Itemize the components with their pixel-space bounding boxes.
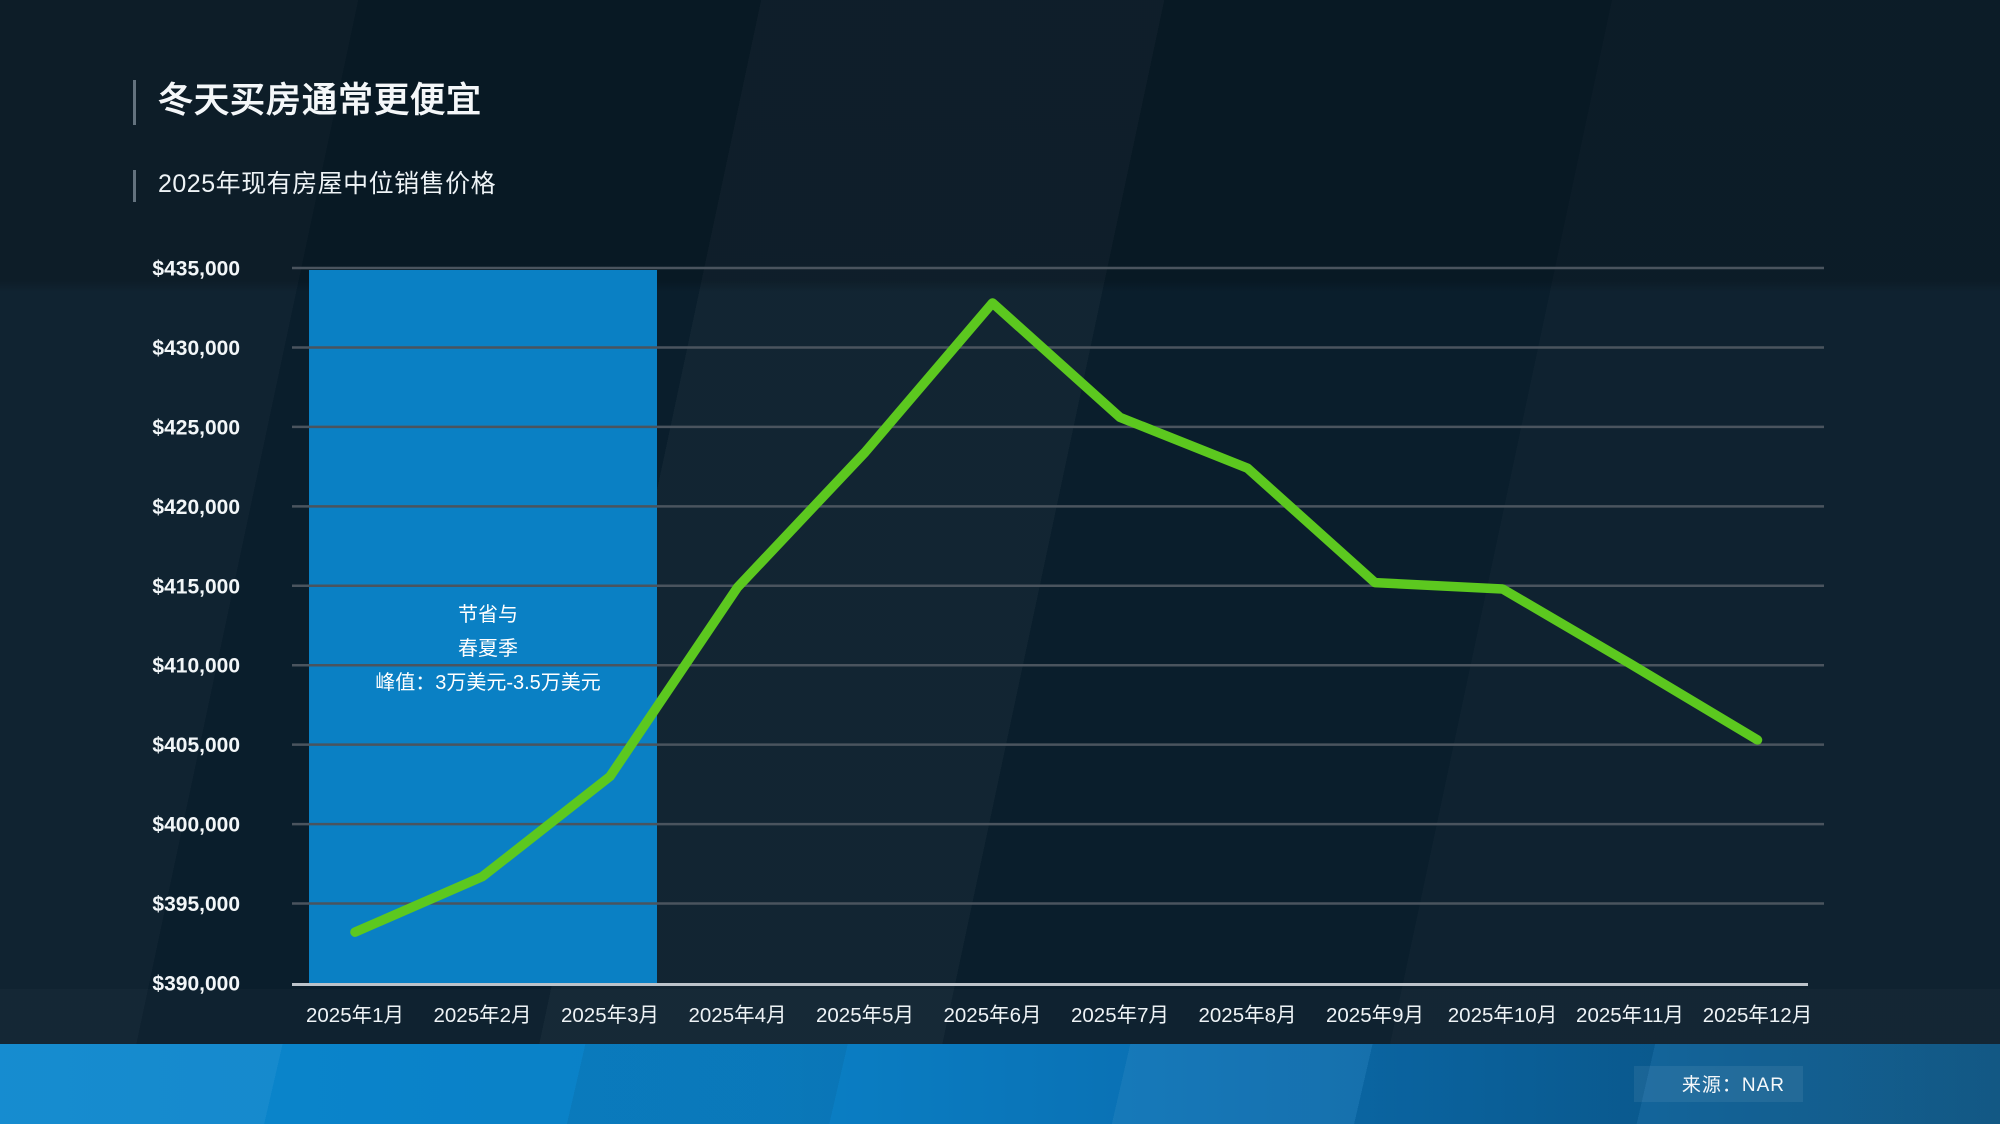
x-axis-tick-label: 2025年3月 bbox=[561, 1004, 659, 1027]
highlight-annotation-line: 春夏季 bbox=[458, 637, 518, 660]
highlight-annotation-line: 节省与 bbox=[458, 603, 518, 626]
chart-subtitle: 2025年现有房屋中位销售价格 bbox=[158, 170, 497, 198]
y-axis-tick-label: $395,000 bbox=[152, 893, 240, 916]
x-axis-tick-label: 2025年10月 bbox=[1448, 1004, 1557, 1027]
y-axis-tick-label: $405,000 bbox=[152, 734, 240, 757]
title-accent-bar bbox=[133, 80, 136, 125]
subtitle-accent-bar bbox=[133, 170, 136, 202]
x-axis-tick-label: 2025年9月 bbox=[1326, 1004, 1424, 1027]
page-title: 冬天买房通常更便宜 bbox=[158, 81, 483, 120]
x-axis-tick-label: 2025年5月 bbox=[816, 1004, 914, 1027]
x-axis-tick-label: 2025年6月 bbox=[943, 1004, 1041, 1027]
y-axis-tick-label: $390,000 bbox=[152, 973, 240, 996]
median-price-line bbox=[350, 298, 1763, 937]
y-axis-tick-label: $415,000 bbox=[152, 575, 240, 598]
footer-band: 来源：NAR bbox=[0, 1044, 2000, 1124]
x-axis-tick-label: 2025年11月 bbox=[1576, 1004, 1684, 1027]
highlight-annotation-line: 峰值：3万美元-3.5万美元 bbox=[375, 671, 601, 694]
x-axis-tick-label: 2025年4月 bbox=[688, 1004, 786, 1027]
x-axis-tick-label: 2025年12月 bbox=[1703, 1004, 1812, 1027]
source-label: 来源：NAR bbox=[1633, 1066, 1803, 1102]
y-axis-tick-label: $430,000 bbox=[152, 337, 240, 360]
x-axis-tick-label: 2025年1月 bbox=[306, 1004, 404, 1027]
y-axis-tick-label: $425,000 bbox=[152, 416, 240, 439]
x-axis-tick-label: 2025年8月 bbox=[1198, 1004, 1296, 1027]
y-axis-tick-label: $435,000 bbox=[152, 258, 240, 281]
x-axis-tick-label: 2025年2月 bbox=[433, 1004, 531, 1027]
highlight-region bbox=[309, 270, 657, 983]
y-axis-tick-label: $410,000 bbox=[152, 655, 240, 678]
y-axis-tick-label: $420,000 bbox=[152, 496, 240, 519]
y-axis-tick-label: $400,000 bbox=[152, 814, 240, 837]
x-axis-tick-label: 2025年7月 bbox=[1071, 1004, 1169, 1027]
